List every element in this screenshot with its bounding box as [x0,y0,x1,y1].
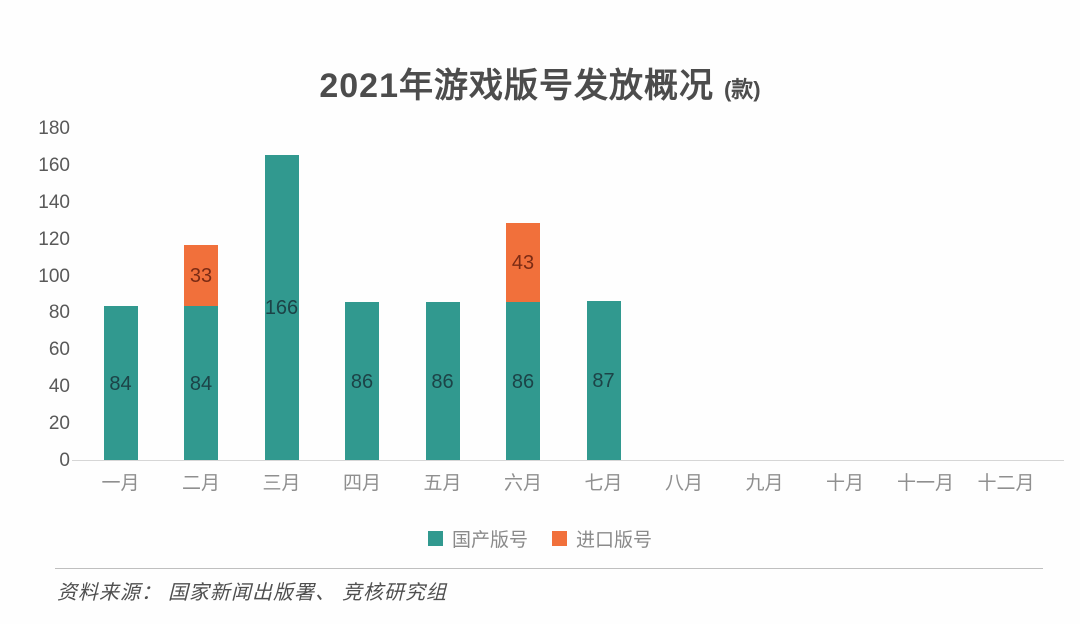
bar-value-label-domestic: 84 [109,372,132,395]
bar-value-label-domestic: 84 [189,372,213,395]
chart-title-text: 2021年游戏版号发放概况 [319,67,714,105]
bar-segment-domestic [184,306,218,461]
bar-segment-domestic [506,302,540,461]
x-axis-label: 一月 [101,473,140,494]
source-note: 资料来源： 国家新闻出版署、 竞核研究组 [57,582,447,604]
legend-item-label: 进口版号 [576,529,653,551]
bar-value-label-domestic: 87 [592,370,615,392]
bar-value-label-imported: 43 [511,251,535,274]
bar-value-label-imported: 33 [189,264,213,287]
y-axis-tick-label: 40 [48,376,70,398]
bar-segment-domestic [264,155,299,461]
x-axis-label: 八月 [664,473,703,494]
legend: 国产版号 进口版号 [0,525,1080,552]
y-axis-tick-label: 100 [38,265,70,287]
chart-title-unit: (款) [723,77,761,102]
bar-value-label-domestic: 86 [350,370,374,393]
bar-segment-domestic [345,302,379,461]
x-axis-label: 九月 [745,473,784,494]
bar-segment-imported [184,245,218,306]
footer-divider [55,568,1043,569]
x-axis-label: 二月 [181,473,220,494]
bar-segment-domestic [425,302,460,461]
y-axis-tick-label: 180 [38,118,70,139]
x-axis-label: 三月 [262,473,301,494]
y-axis-tick-label: 140 [38,191,70,213]
bar-segment-imported [506,223,540,302]
x-axis-line [72,460,1064,461]
y-axis-tick-label: 120 [38,228,70,250]
y-axis-tick-label: 20 [48,413,70,435]
bar-segment-domestic [586,301,621,461]
y-axis-tick-label: 0 [59,450,70,471]
bar-value-label-domestic: 166 [264,297,299,319]
legend-item-domestic: 国产版号 [427,525,528,552]
x-axis-label: 十月 [825,473,864,494]
bar-value-label-domestic: 86 [511,370,535,393]
legend-swatch-icon [427,530,443,546]
legend-swatch-icon [552,530,567,546]
x-axis-label: 七月 [584,473,623,494]
y-axis-tick-label: 80 [48,302,70,324]
x-axis-label: 六月 [503,473,542,494]
legend-item-imported: 进口版号 [552,525,652,552]
x-axis-label: 五月 [423,473,462,494]
chart-title: 2021年游戏版号发放概况 (款) [0,58,1080,106]
bar-segment-domestic [103,306,138,461]
x-axis-label: 四月 [342,473,381,494]
y-axis-tick-label: 160 [38,154,70,176]
y-axis-tick-label: 60 [48,339,70,361]
legend-item-label: 国产版号 [451,529,528,551]
bar-value-label-domestic: 86 [431,370,454,393]
x-axis-label: 十一月 [896,473,954,494]
x-axis-label: 十二月 [977,473,1035,494]
